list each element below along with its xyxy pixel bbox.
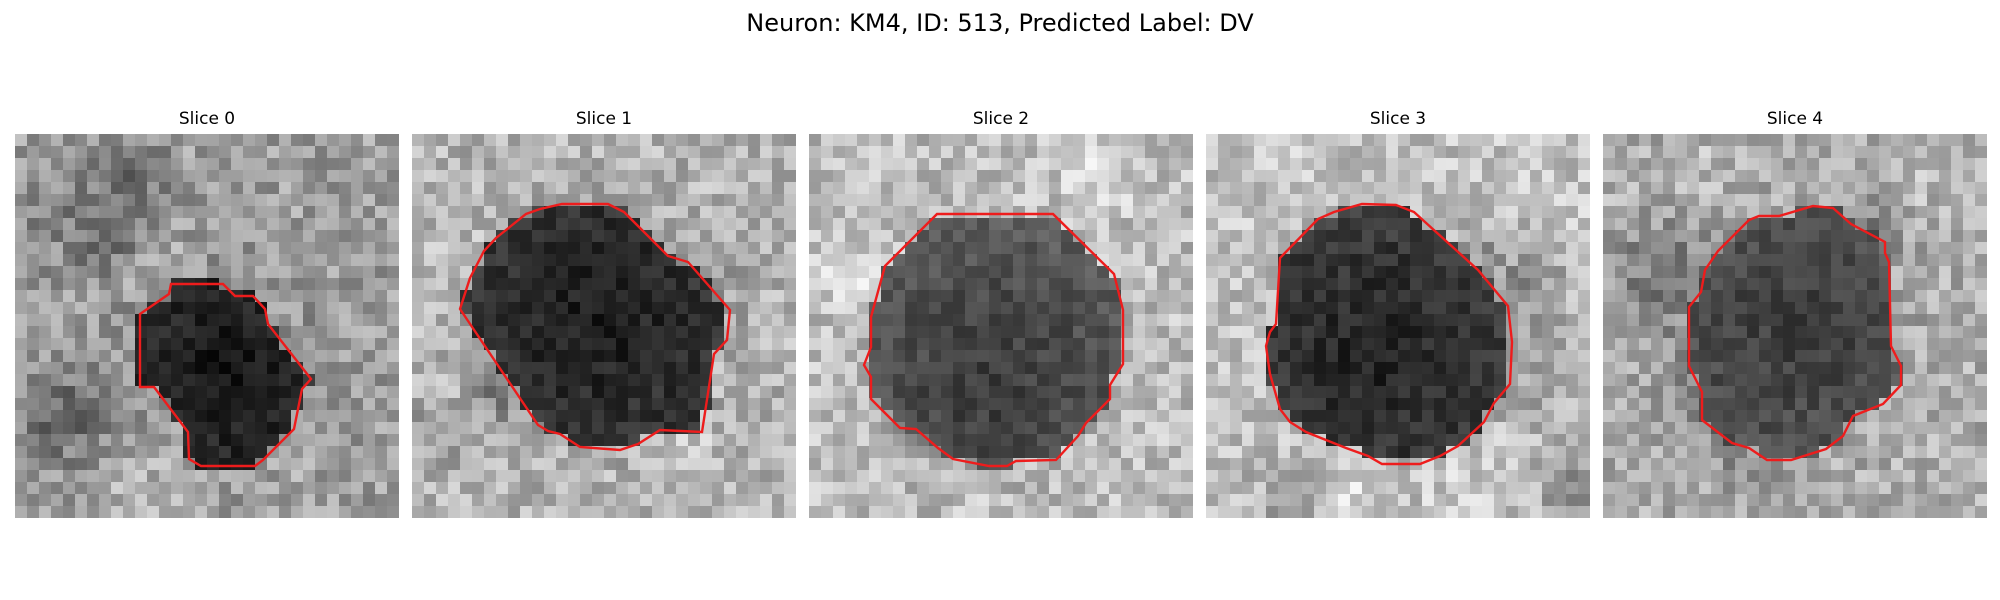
slice-title-2: Slice 2 xyxy=(972,109,1030,129)
slice-panel-0: Slice 0 xyxy=(15,108,399,518)
slice-title-0: Slice 0 xyxy=(178,109,236,129)
slice-pixels-1 xyxy=(412,134,796,518)
slice-pixels-0 xyxy=(15,134,399,518)
slice-title-1: Slice 1 xyxy=(575,109,633,129)
slice-panel-1: Slice 1 xyxy=(412,108,796,518)
slice-pixels-3 xyxy=(1206,134,1590,518)
slice-pixels-4 xyxy=(1603,134,1987,518)
contour-outline-4 xyxy=(1687,204,1903,462)
slice-pixels-2 xyxy=(809,134,1193,518)
slice-panel-2: Slice 2 xyxy=(809,108,1193,518)
slice-panel-3: Slice 3 xyxy=(1206,108,1590,518)
slice-title-4: Slice 4 xyxy=(1766,109,1824,129)
slice-image-2 xyxy=(809,134,1193,518)
slice-title-3: Slice 3 xyxy=(1369,109,1427,129)
contour-outline-3 xyxy=(1264,202,1514,466)
slice-panel-4: Slice 4 xyxy=(1603,108,1987,518)
slice-image-3 xyxy=(1206,134,1590,518)
figure-title: Neuron: KM4, ID: 513, Predicted Label: D… xyxy=(746,9,1254,37)
slice-image-4 xyxy=(1603,134,1987,518)
slice-image-0 xyxy=(15,134,399,518)
contour-outline-2 xyxy=(862,212,1125,468)
slice-image-1 xyxy=(412,134,796,518)
contour-outline-0 xyxy=(138,282,313,468)
contour-outline-1 xyxy=(458,202,732,452)
